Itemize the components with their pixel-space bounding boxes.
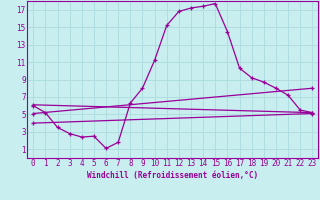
X-axis label: Windchill (Refroidissement éolien,°C): Windchill (Refroidissement éolien,°C) [87, 171, 258, 180]
